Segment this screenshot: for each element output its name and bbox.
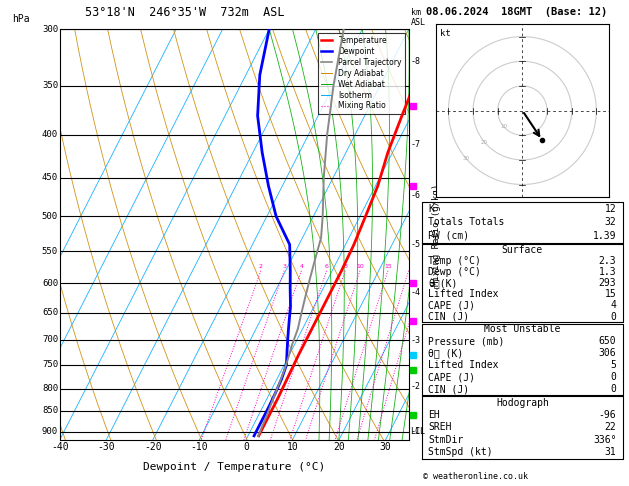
- Text: Most Unstable: Most Unstable: [484, 325, 560, 334]
- Text: EH: EH: [428, 410, 440, 420]
- Text: kt: kt: [440, 30, 450, 38]
- Text: 8: 8: [343, 264, 347, 269]
- Text: 0: 0: [611, 312, 616, 322]
- Text: 08.06.2024  18GMT  (Base: 12): 08.06.2024 18GMT (Base: 12): [426, 7, 608, 17]
- Text: hPa: hPa: [13, 14, 30, 24]
- Text: 30: 30: [380, 442, 391, 452]
- Text: 15: 15: [384, 264, 392, 269]
- Text: 20: 20: [481, 140, 488, 145]
- Text: 500: 500: [42, 212, 58, 221]
- Text: 850: 850: [42, 406, 58, 416]
- Text: 2: 2: [259, 264, 263, 269]
- Text: CIN (J): CIN (J): [428, 312, 469, 322]
- Text: 53°18'N  246°35'W  732m  ASL: 53°18'N 246°35'W 732m ASL: [85, 6, 284, 18]
- Text: 550: 550: [42, 247, 58, 256]
- Text: θᴇ(K): θᴇ(K): [428, 278, 458, 288]
- Text: -2: -2: [411, 382, 421, 391]
- Text: Hodograph: Hodograph: [496, 398, 549, 408]
- Text: CIN (J): CIN (J): [428, 384, 469, 394]
- Text: 31: 31: [604, 448, 616, 457]
- Text: Lifted Index: Lifted Index: [428, 360, 499, 370]
- Text: 4: 4: [299, 264, 303, 269]
- Text: 306: 306: [599, 348, 616, 358]
- Text: 2.3: 2.3: [599, 256, 616, 266]
- Text: 20: 20: [333, 442, 345, 452]
- Text: 30: 30: [462, 156, 469, 160]
- Text: -6: -6: [411, 191, 421, 200]
- Text: Temp (°C): Temp (°C): [428, 256, 481, 266]
- Text: Mixing Ratio (g/kg): Mixing Ratio (g/kg): [431, 183, 440, 286]
- Text: CAPE (J): CAPE (J): [428, 372, 476, 382]
- Text: StmSpd (kt): StmSpd (kt): [428, 448, 493, 457]
- Text: 450: 450: [42, 173, 58, 182]
- Text: PW (cm): PW (cm): [428, 231, 469, 241]
- Text: Lifted Index: Lifted Index: [428, 289, 499, 299]
- Text: © weatheronline.co.uk: © weatheronline.co.uk: [423, 472, 528, 481]
- Text: θᴇ (K): θᴇ (K): [428, 348, 464, 358]
- Text: Surface: Surface: [502, 244, 543, 255]
- Text: 336°: 336°: [593, 435, 616, 445]
- Text: Totals Totals: Totals Totals: [428, 217, 504, 227]
- Text: 32: 32: [604, 217, 616, 227]
- Text: -1: -1: [411, 427, 421, 436]
- Legend: Temperature, Dewpoint, Parcel Trajectory, Dry Adiabat, Wet Adiabat, Isotherm, Mi: Temperature, Dewpoint, Parcel Trajectory…: [318, 33, 405, 114]
- Text: 293: 293: [599, 278, 616, 288]
- Text: -20: -20: [144, 442, 162, 452]
- Text: 0: 0: [611, 372, 616, 382]
- Text: K: K: [428, 204, 434, 213]
- Text: -30: -30: [97, 442, 115, 452]
- Text: 10: 10: [287, 442, 298, 452]
- Text: 1.3: 1.3: [599, 267, 616, 277]
- Text: 600: 600: [42, 278, 58, 288]
- Text: -3: -3: [411, 336, 421, 345]
- Text: 400: 400: [42, 130, 58, 139]
- Text: SREH: SREH: [428, 422, 452, 433]
- Text: 22: 22: [604, 422, 616, 433]
- Text: 6: 6: [325, 264, 328, 269]
- Text: 12: 12: [604, 204, 616, 213]
- Text: 1.39: 1.39: [593, 231, 616, 241]
- Text: 300: 300: [42, 25, 58, 34]
- Text: -5: -5: [411, 240, 421, 249]
- Text: 5: 5: [611, 360, 616, 370]
- Text: 700: 700: [42, 335, 58, 344]
- Text: 800: 800: [42, 384, 58, 393]
- Text: 900: 900: [42, 427, 58, 436]
- Text: Dewp (°C): Dewp (°C): [428, 267, 481, 277]
- Text: -4: -4: [411, 288, 421, 297]
- Text: -10: -10: [191, 442, 208, 452]
- Text: 4: 4: [611, 300, 616, 311]
- Text: 0: 0: [243, 442, 249, 452]
- Text: Dewpoint / Temperature (°C): Dewpoint / Temperature (°C): [143, 462, 325, 472]
- Text: LCL: LCL: [411, 427, 426, 436]
- Text: 15: 15: [604, 289, 616, 299]
- Text: 750: 750: [42, 361, 58, 369]
- Text: km
ASL: km ASL: [411, 8, 426, 27]
- Text: -96: -96: [599, 410, 616, 420]
- Text: -7: -7: [411, 140, 421, 149]
- Text: CAPE (J): CAPE (J): [428, 300, 476, 311]
- Text: StmDir: StmDir: [428, 435, 464, 445]
- Text: 650: 650: [42, 308, 58, 317]
- Text: 650: 650: [599, 336, 616, 347]
- Text: 10: 10: [356, 264, 364, 269]
- Text: 0: 0: [611, 384, 616, 394]
- Text: Pressure (mb): Pressure (mb): [428, 336, 504, 347]
- Text: 350: 350: [42, 81, 58, 90]
- Text: -8: -8: [411, 57, 421, 67]
- Text: -40: -40: [51, 442, 69, 452]
- Text: 3: 3: [282, 264, 286, 269]
- Text: 10: 10: [500, 124, 507, 129]
